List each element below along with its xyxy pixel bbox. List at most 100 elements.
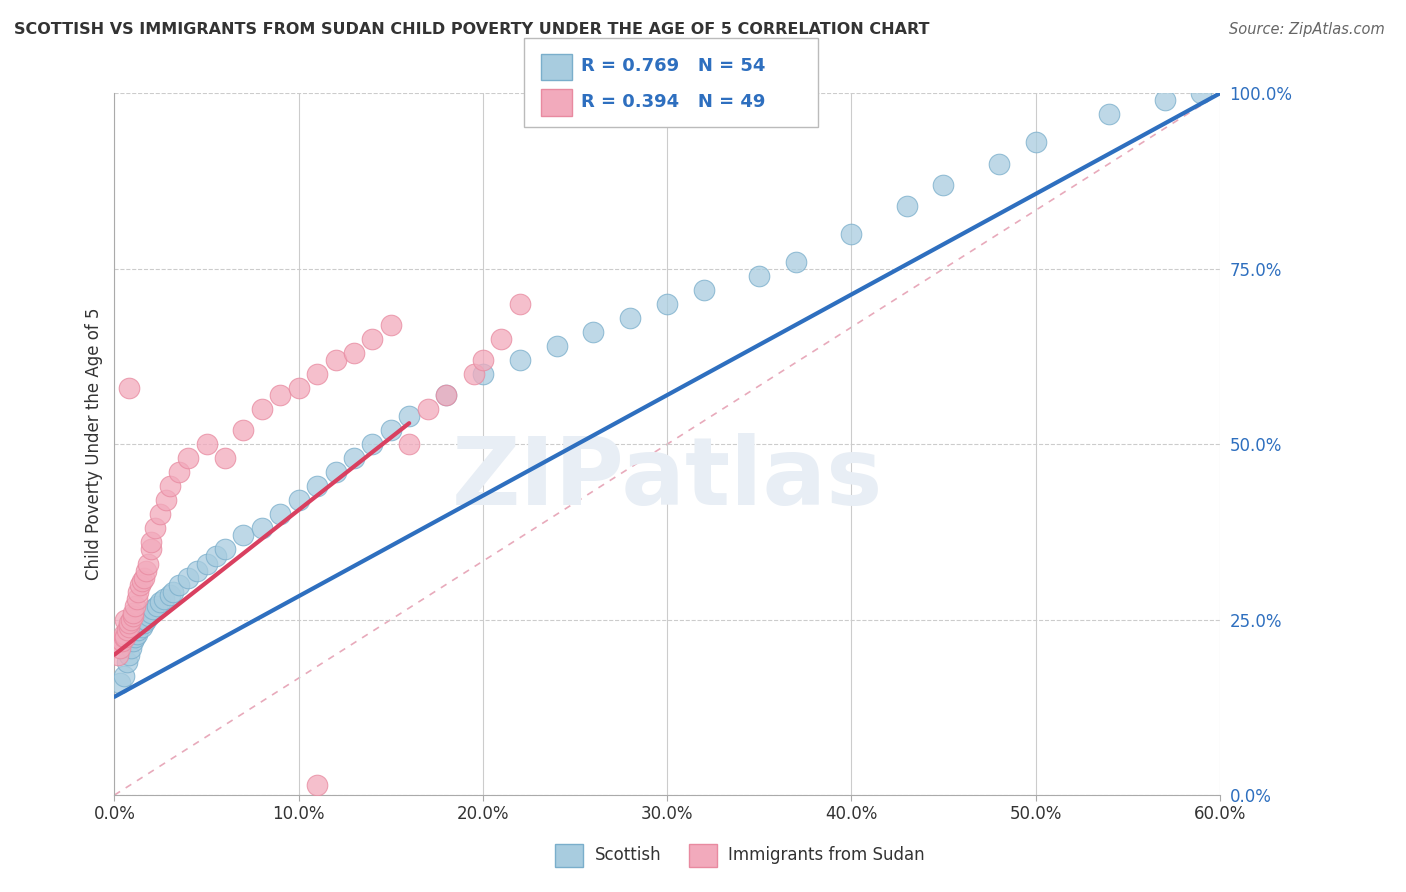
Point bbox=[204, 549, 226, 564]
Point bbox=[114, 630, 136, 644]
Point bbox=[125, 591, 148, 606]
Point bbox=[325, 353, 347, 368]
Point bbox=[471, 367, 494, 381]
Point bbox=[987, 156, 1010, 170]
Point bbox=[361, 437, 384, 451]
Point bbox=[159, 479, 181, 493]
Point bbox=[153, 591, 176, 606]
Point bbox=[361, 332, 384, 346]
Point bbox=[841, 227, 863, 241]
Point bbox=[186, 564, 208, 578]
Point bbox=[107, 648, 129, 662]
Point bbox=[118, 648, 141, 662]
Text: R = 0.394   N = 49: R = 0.394 N = 49 bbox=[581, 93, 765, 111]
Point bbox=[112, 669, 135, 683]
Point bbox=[232, 528, 254, 542]
Point bbox=[416, 402, 439, 417]
Point bbox=[120, 640, 142, 655]
Text: Source: ZipAtlas.com: Source: ZipAtlas.com bbox=[1229, 22, 1385, 37]
Point bbox=[132, 616, 155, 631]
Point bbox=[380, 318, 402, 332]
Point bbox=[127, 623, 149, 637]
Point bbox=[1153, 94, 1175, 108]
Point bbox=[232, 423, 254, 437]
Point bbox=[471, 353, 494, 368]
Point bbox=[114, 613, 136, 627]
Point bbox=[546, 339, 568, 353]
Point bbox=[135, 564, 157, 578]
Point bbox=[141, 606, 163, 620]
Point bbox=[177, 451, 200, 466]
Point bbox=[131, 620, 153, 634]
Point bbox=[932, 178, 955, 192]
Point bbox=[307, 778, 329, 792]
Point bbox=[1191, 87, 1213, 101]
Point bbox=[398, 437, 420, 451]
Point bbox=[141, 535, 163, 549]
Point bbox=[149, 595, 172, 609]
Point bbox=[155, 493, 177, 508]
Point bbox=[434, 388, 457, 402]
Point bbox=[131, 574, 153, 588]
Point bbox=[896, 199, 918, 213]
Point bbox=[146, 599, 169, 613]
Point bbox=[112, 626, 135, 640]
Point bbox=[129, 577, 152, 591]
Text: ZIPatlas: ZIPatlas bbox=[451, 434, 883, 525]
Point bbox=[124, 630, 146, 644]
Point bbox=[121, 606, 143, 620]
Point bbox=[167, 577, 190, 591]
Point bbox=[118, 616, 141, 631]
Point bbox=[307, 367, 329, 381]
Point bbox=[195, 557, 218, 571]
Point bbox=[138, 609, 160, 624]
Text: Scottish: Scottish bbox=[595, 847, 661, 864]
Point bbox=[250, 521, 273, 535]
Point bbox=[141, 542, 163, 557]
Point bbox=[124, 599, 146, 613]
Point bbox=[108, 675, 131, 690]
Point bbox=[1098, 107, 1121, 121]
Point bbox=[287, 381, 309, 395]
Point bbox=[121, 609, 143, 624]
Point bbox=[143, 521, 166, 535]
Point bbox=[142, 602, 165, 616]
Point bbox=[120, 613, 142, 627]
Point bbox=[693, 283, 716, 297]
Point bbox=[748, 268, 770, 283]
Point bbox=[149, 508, 172, 522]
Point bbox=[1025, 136, 1047, 150]
Text: R = 0.769   N = 54: R = 0.769 N = 54 bbox=[581, 57, 765, 75]
Point bbox=[463, 367, 485, 381]
Point bbox=[214, 451, 236, 466]
Point bbox=[269, 508, 291, 522]
Text: Immigrants from Sudan: Immigrants from Sudan bbox=[728, 847, 925, 864]
Point bbox=[491, 332, 513, 346]
Point bbox=[287, 493, 309, 508]
Point bbox=[167, 465, 190, 479]
Point bbox=[307, 479, 329, 493]
Point bbox=[655, 297, 678, 311]
Point bbox=[112, 630, 135, 644]
Point bbox=[582, 325, 605, 339]
Point bbox=[127, 584, 149, 599]
Point bbox=[117, 655, 139, 669]
Point bbox=[117, 623, 139, 637]
Point bbox=[177, 570, 200, 584]
Text: SCOTTISH VS IMMIGRANTS FROM SUDAN CHILD POVERTY UNDER THE AGE OF 5 CORRELATION C: SCOTTISH VS IMMIGRANTS FROM SUDAN CHILD … bbox=[14, 22, 929, 37]
Point bbox=[619, 310, 641, 325]
Point bbox=[121, 633, 143, 648]
Point bbox=[509, 297, 531, 311]
Point bbox=[785, 254, 807, 268]
Point bbox=[195, 437, 218, 451]
Point bbox=[325, 465, 347, 479]
Point bbox=[125, 626, 148, 640]
Point bbox=[118, 620, 141, 634]
Point bbox=[162, 584, 184, 599]
Point bbox=[434, 388, 457, 402]
Point bbox=[250, 402, 273, 417]
Point bbox=[118, 381, 141, 395]
Y-axis label: Child Poverty Under the Age of 5: Child Poverty Under the Age of 5 bbox=[86, 308, 103, 581]
Point bbox=[108, 640, 131, 655]
Point bbox=[380, 423, 402, 437]
